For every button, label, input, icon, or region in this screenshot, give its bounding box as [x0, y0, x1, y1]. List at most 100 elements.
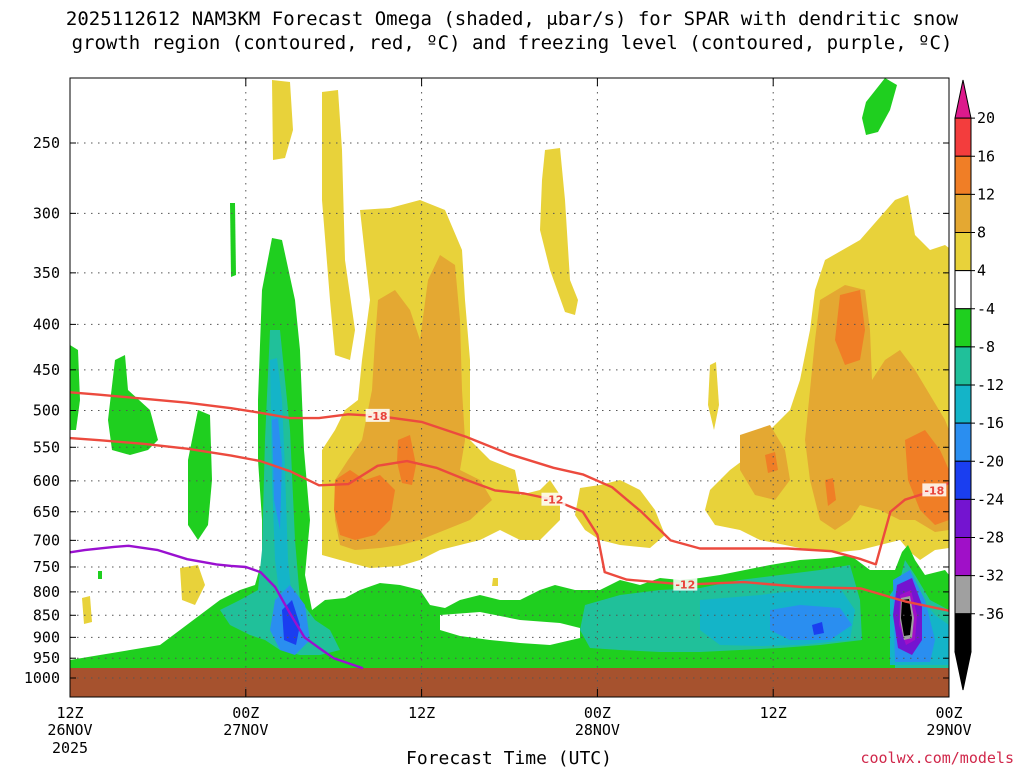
omega-shade-darkblue: [282, 600, 300, 645]
colorbar-swatch: [954, 422, 972, 462]
colorbar-swatch: [954, 308, 972, 348]
x-tick-label: 00Z: [232, 704, 259, 722]
y-tick-label: 350: [33, 264, 60, 282]
colorbar-label: -8: [977, 338, 995, 356]
y-tick-label: 600: [33, 472, 60, 490]
omega-shade-yellow: [540, 148, 578, 315]
y-tick-label: 500: [33, 402, 60, 420]
y-tick-label: 400: [33, 315, 60, 333]
colorbar-swatch: [954, 270, 972, 310]
colorbar-swatch: [954, 155, 972, 195]
ground-fill: [70, 668, 949, 697]
colorbar-label: -28: [977, 529, 1004, 547]
contour-label-bg: [365, 408, 390, 422]
omega-shade-yellow: [322, 90, 355, 360]
contour-label: -12: [675, 579, 695, 592]
colorbar-swatch: [954, 613, 972, 653]
omega-shade-blue: [272, 418, 282, 530]
omega-shade-blue: [770, 605, 852, 640]
y-tick-label: 250: [33, 134, 60, 152]
omega-shade-speck: [947, 577, 949, 585]
colorbar-swatch: [954, 232, 972, 272]
omega-shade-green: [70, 345, 80, 430]
colorbar-label: 8: [977, 224, 986, 242]
omega-shade-white: [440, 612, 580, 645]
contour-dgz: [70, 391, 949, 566]
omega-shade-deep-orange: [835, 290, 865, 365]
x-tick-label: 12Z: [760, 704, 787, 722]
credit-text: coolwx.com/models: [860, 749, 1014, 767]
omega-shade-yellow: [272, 80, 293, 160]
contour-freezing-level: [70, 544, 364, 670]
colorbar-swatch: [954, 460, 972, 500]
contour-dgz: [70, 436, 949, 612]
omega-shade-deep-orange: [825, 478, 836, 506]
omega-shade-darkblue: [812, 622, 824, 635]
colorbar-arrow-bottom: [954, 651, 972, 691]
y-axis: 250 300 350 400 450 500 550 600 650 700 750 800 850 9…: [24, 134, 949, 687]
omega-shade-yellow: [708, 362, 719, 430]
omega-shade-deep-orange: [334, 470, 395, 540]
plot-frame: [69, 77, 950, 698]
x-tick-date: 28NOV: [575, 721, 620, 739]
omega-shade-deep-orange: [765, 452, 778, 473]
colorbar-label: -36: [977, 605, 1004, 623]
colorbar-arrow-top: [954, 79, 972, 119]
contour-label-bg: [541, 492, 566, 506]
y-tick-label: 800: [33, 583, 60, 601]
omega-shade-green: [108, 355, 158, 455]
y-tick-label: 900: [33, 628, 60, 646]
x-tick-date: 26NOV: [47, 721, 92, 739]
colorbar-label: 12: [977, 185, 995, 203]
x-tick-date: 29NOV: [926, 721, 971, 739]
y-tick-label: 300: [33, 204, 60, 222]
colorbar-label: -16: [977, 414, 1004, 432]
omega-shade-deep-orange: [905, 430, 949, 525]
omega-shade-speck: [98, 571, 102, 579]
omega-shade-yellow: [492, 578, 498, 586]
colorbar-label: -20: [977, 452, 1004, 470]
y-tick-label: 550: [33, 438, 60, 456]
colorbar-swatch: [954, 117, 972, 157]
colorbar-swatch: [954, 498, 972, 538]
colorbar-swatch: [954, 384, 972, 424]
colorbar-label: 16: [977, 147, 995, 165]
omega-shade-green: [862, 78, 897, 135]
colorbar-swatch: [954, 537, 972, 577]
colorbar-label: -32: [977, 567, 1004, 585]
y-tick-label: 850: [33, 606, 60, 624]
colorbar-label: -24: [977, 490, 1004, 508]
colorbar-label: -12: [977, 376, 1004, 394]
contour-label: -18: [368, 410, 388, 423]
chart-title-line1: 2025112612 NAM3KM Forecast Omega (shaded…: [65, 8, 959, 30]
x-tick-label: 00Z: [935, 704, 962, 722]
omega-shade-green: [188, 410, 212, 540]
contour-label: -18: [924, 484, 944, 497]
x-tick-label: 12Z: [408, 704, 435, 722]
colorbar: 20 16 12 8 4 -4 -8 -12 -16 -20 -24 -28 -32 -36: [954, 79, 1004, 691]
colorbar-label: 20: [977, 109, 995, 127]
x-tick-date: 27NOV: [223, 721, 268, 739]
colorbar-swatch: [954, 346, 972, 386]
omega-shade-yellow: [180, 565, 205, 605]
x-tick-label: 12Z: [56, 704, 83, 722]
omega-shade-orange: [335, 255, 492, 550]
colorbar-swatch: [954, 575, 972, 615]
y-tick-label: 1000: [24, 669, 60, 687]
colorbar-label: -4: [977, 300, 995, 318]
contour-label-bg: [922, 483, 947, 497]
y-tick-label: 650: [33, 503, 60, 521]
omega-shade-black: [901, 599, 912, 636]
omega-shade-yellow: [575, 480, 665, 548]
colorbar-label: 4: [977, 262, 986, 280]
contour-lines: -18 -18 -12 -12: [70, 391, 949, 670]
x-axis-title: Forecast Time (UTC): [406, 748, 612, 768]
contour-label: -12: [544, 494, 564, 507]
y-tick-label: 450: [33, 361, 60, 379]
chart-title-line2: growth region (contoured, red, ºC) and f…: [71, 32, 953, 54]
colorbar-swatch: [954, 193, 972, 233]
omega-shade-green: [230, 203, 236, 277]
omega-shade-yellow: [82, 596, 92, 624]
